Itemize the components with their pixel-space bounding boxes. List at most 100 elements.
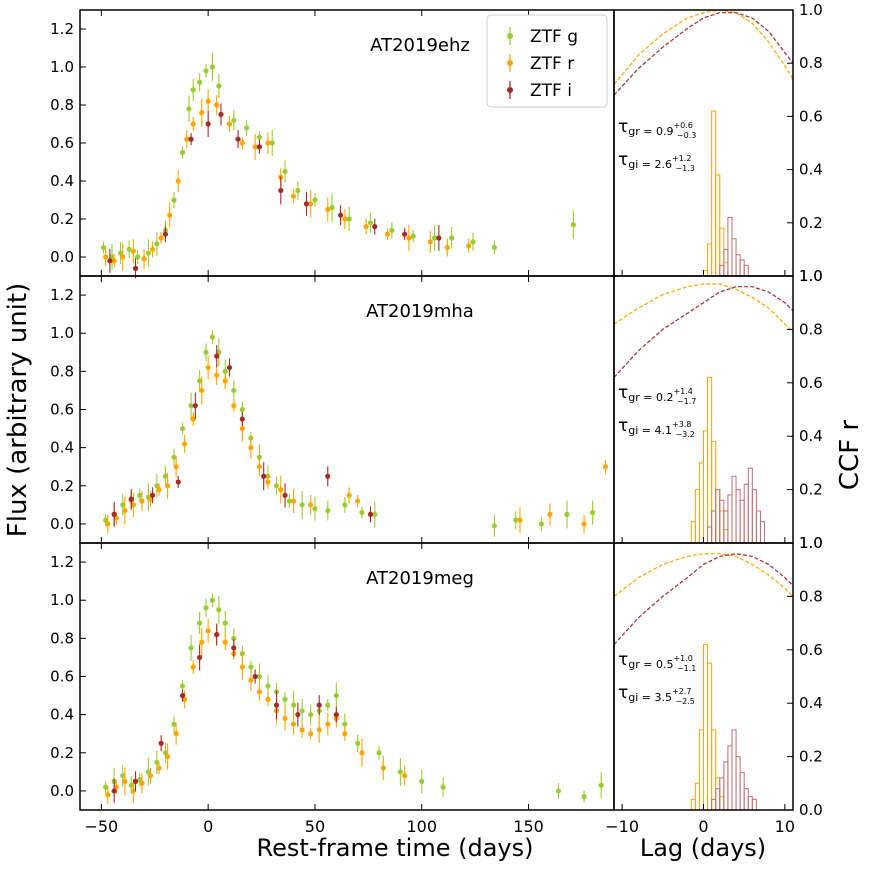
data-point [216,607,222,613]
data-point [175,178,181,184]
panel-AT2019meg: 0.00.20.40.60.81.01.2−50 0 50 100 150AT2019m… [50,534,823,836]
ccf-y-tick-label: 0.8 [799,320,823,338]
data-point [598,782,604,788]
panel-title: AT2019mha [366,301,474,322]
y-tick-label: 0.2 [50,210,74,228]
data-point [402,231,408,237]
data-point [449,235,455,241]
x-tick-label: 150 [513,817,544,836]
lag-hist-bin-gi [719,777,725,811]
data-point [122,507,128,514]
y-tick-label: 0.0 [50,248,74,266]
data-point [470,239,476,245]
data-point [105,792,111,798]
data-point [171,721,177,727]
data-point [342,216,348,222]
lag-hist-bin-gi [715,788,721,811]
data-point [197,620,203,626]
lag-hist-bin-gi [743,264,749,277]
data-point [162,231,169,237]
data-point [226,121,233,127]
y-axis-label-right: CCF r [835,420,865,491]
lag-hist-bin-gi [727,216,733,277]
lag-hist-bin-gr [715,777,721,811]
data-point [570,222,577,228]
data-point [419,778,425,784]
data-point [346,216,352,222]
lag-hist-bin-gi [707,526,713,544]
data-point [239,651,245,657]
data-point [179,683,186,689]
lag-gi-annotation: τgi = 4.1+3.8 −3.2 [618,416,695,439]
data-point [261,473,267,479]
ccf-frame [613,542,794,811]
data-point [197,654,203,661]
data-point [581,794,587,800]
panel-title: AT2019ehz [370,35,470,56]
data-point [111,258,117,264]
data-point [256,673,263,680]
data-point [269,140,275,146]
ccf-frame [613,9,794,277]
data-point [188,645,194,651]
legend-label: ZTF i [530,81,572,101]
lag-hist-bin-gi [731,238,737,277]
data-point [466,243,472,249]
data-point [231,403,237,409]
data-point [491,244,497,251]
data-point [265,479,271,485]
y-tick-label: 1.2 [50,20,74,38]
data-point [111,511,117,517]
data-point [164,754,171,760]
data-point [167,212,173,218]
data-point [162,473,169,479]
data-point [145,250,151,256]
lag-hist-bin-gi [735,254,741,277]
series-ztf-i [111,345,374,527]
data-point [231,117,237,123]
data-point [440,784,446,790]
ccf-y-tick-label: 1.0 [799,534,823,552]
data-point [333,712,339,718]
data-point [190,416,196,422]
data-point [184,136,190,142]
data-point [248,677,254,683]
data-point [555,788,562,794]
lag-hist-bin-gr [711,110,717,277]
series-ztf-i [111,623,339,803]
data-point [291,498,297,504]
data-point [564,511,570,517]
data-point [308,712,314,718]
ccf-panel-AT2019mha: 0.2 0.4 0.6 0.8 1.0 1.0 τgr = 0.2+1.4 −1.7 τgi =… [613,267,823,552]
ccf-y-tick-label: 0.4 [799,694,823,712]
data-point [137,776,143,783]
series-ztf-i [107,103,442,279]
lag-hist-bin-gr [703,643,709,811]
data-point [312,197,318,203]
data-point [222,639,228,645]
lag-hist-bin-gr [707,662,713,811]
y-tick-label: 0.8 [50,96,74,114]
data-point [397,769,403,775]
data-point [214,631,220,638]
data-point [164,483,171,489]
panel-AT2019ehz: 0.00.20.40.60.81.01.2AT2019ehz0.20.40.60… [50,1,823,285]
data-point [222,378,228,384]
y-tick-label: 0.4 [50,439,74,457]
data-point [346,492,352,498]
lag-hist-bin-gi [719,264,725,277]
data-point [436,235,442,241]
data-point [154,483,160,489]
ccf-x-tick-label: −10 [605,817,639,836]
lag-hist-bin-gr [703,270,709,277]
data-point [431,235,438,241]
series-ztf-r [105,355,609,534]
y-tick-label: 0.8 [50,629,74,647]
data-point [107,258,113,264]
ccf-y-tick-label: 0.8 [799,587,823,605]
data-point [179,149,186,156]
data-point [132,265,139,271]
data-point [122,778,128,784]
data-point [120,773,126,779]
data-point [325,206,331,213]
